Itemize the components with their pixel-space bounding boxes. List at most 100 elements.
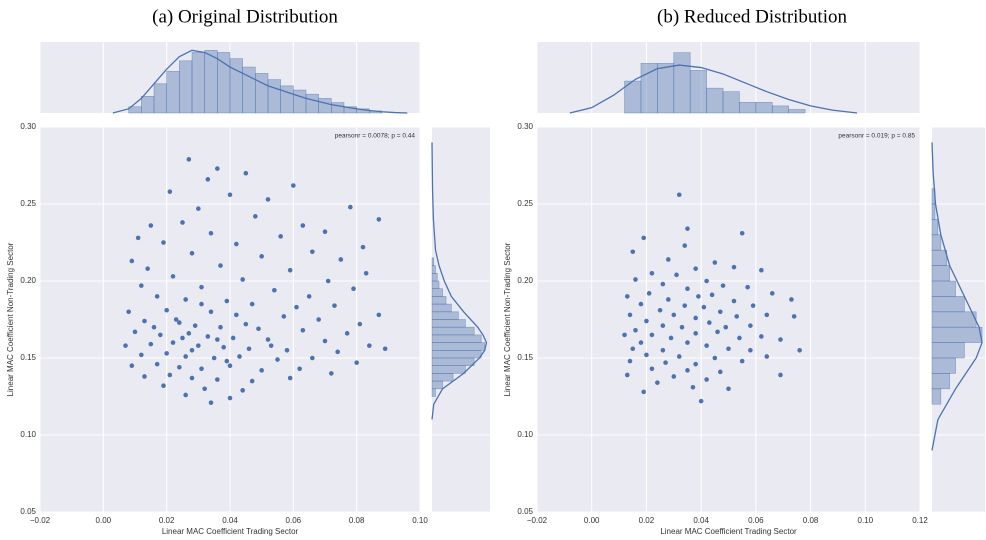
scatter-point xyxy=(189,375,195,381)
scatter-point xyxy=(306,294,312,299)
scatter-point xyxy=(183,354,188,359)
scatter-point xyxy=(739,358,745,364)
scatter-point xyxy=(338,257,344,262)
scatter-point xyxy=(224,298,230,304)
scatter-point xyxy=(690,384,696,390)
scatter-point xyxy=(142,318,147,324)
scatter-point xyxy=(310,355,315,361)
x-tick-label: 0.08 xyxy=(803,516,819,525)
y-tick-label: 0.30 xyxy=(20,122,36,131)
scatter-point xyxy=(164,307,169,313)
scatter-point xyxy=(644,318,649,324)
scatter-point xyxy=(189,348,195,353)
scatter-point xyxy=(322,229,328,235)
scatter-point xyxy=(649,332,655,338)
scatter-point xyxy=(281,314,287,319)
scatter-point xyxy=(287,375,293,381)
scatter-point xyxy=(638,340,644,345)
scatter-point xyxy=(712,355,718,361)
scatter-point xyxy=(300,327,306,333)
scatter-point xyxy=(186,157,192,162)
scatter-point xyxy=(300,223,306,228)
scatter-point xyxy=(135,235,141,241)
scatter-point xyxy=(717,369,723,375)
histogram-bar xyxy=(431,349,482,359)
scatter-point xyxy=(748,348,753,353)
histogram-bar xyxy=(771,105,789,114)
scatter-point xyxy=(183,392,188,398)
histogram-bar xyxy=(431,257,435,266)
histogram-bar xyxy=(931,311,977,328)
scatter-point xyxy=(139,352,144,358)
scatter-point xyxy=(344,331,350,336)
histogram-bar xyxy=(318,98,332,114)
scatter-point xyxy=(376,217,382,222)
histogram-bar xyxy=(640,62,658,114)
scatter-point xyxy=(139,283,144,288)
scatter-point xyxy=(167,372,173,378)
histogram-bar xyxy=(431,265,436,274)
histogram-bar xyxy=(931,342,965,359)
y-tick-label: 0.15 xyxy=(517,353,533,362)
y-tick-label: 0.30 xyxy=(517,122,533,131)
scatter-point xyxy=(351,286,356,292)
scatter-point xyxy=(633,277,638,282)
x-tick-label: 0.00 xyxy=(96,516,112,525)
histogram-bar xyxy=(931,234,942,251)
histogram-bar xyxy=(191,52,205,114)
scatter-point xyxy=(265,337,271,342)
scatter-point xyxy=(638,301,644,307)
histogram-bar xyxy=(673,52,691,114)
scatter-point xyxy=(256,326,261,332)
scatter-point xyxy=(668,335,674,341)
histogram-bar xyxy=(931,296,965,313)
scatter-point xyxy=(693,331,698,336)
histogram-bar xyxy=(431,326,475,336)
scatter-point xyxy=(660,323,666,328)
scatter-point xyxy=(693,315,698,321)
scatter-point xyxy=(723,324,729,330)
scatter-point xyxy=(707,320,712,325)
scatter-point xyxy=(627,312,633,318)
scatter-point xyxy=(177,364,182,370)
scatter-point xyxy=(145,266,150,271)
y-tick-label: 0.10 xyxy=(20,430,36,439)
scatter-point xyxy=(240,388,245,393)
scatter-point xyxy=(663,360,668,365)
y-tick-label: 0.10 xyxy=(517,430,533,439)
scatter-point xyxy=(382,346,388,352)
scatter-point xyxy=(246,346,252,352)
x-tick-label: 0.04 xyxy=(222,516,238,525)
scatter-point xyxy=(739,230,745,236)
scatter-point xyxy=(180,335,185,341)
scatter-point xyxy=(215,377,220,382)
scatter-point xyxy=(641,235,646,241)
scatter-point xyxy=(759,267,764,273)
scatter-point xyxy=(234,312,239,318)
scatter-point xyxy=(310,249,315,255)
histogram-bar xyxy=(788,109,806,114)
x-tick-label: 0.04 xyxy=(693,516,709,525)
scatter-point xyxy=(685,368,690,373)
histogram-bar xyxy=(166,70,180,114)
kde-curve xyxy=(112,49,408,114)
scatter-point xyxy=(376,312,382,318)
scatter-point xyxy=(189,250,195,256)
y-tick-label: 0.05 xyxy=(20,507,36,516)
scatter-point xyxy=(354,360,359,365)
scatter-point xyxy=(649,271,655,276)
histogram-bar xyxy=(931,265,950,282)
scatter-point xyxy=(745,284,750,290)
scatter-point xyxy=(158,332,163,338)
histogram-bar xyxy=(431,272,438,282)
top-marginal-background xyxy=(537,42,920,113)
histogram-bar xyxy=(280,85,294,114)
scatter-point xyxy=(294,304,299,310)
scatter-point xyxy=(161,240,166,245)
scatter-point xyxy=(316,317,321,322)
scatter-point xyxy=(173,317,179,322)
scatter-point xyxy=(148,223,154,228)
histogram-bar xyxy=(931,280,956,297)
scatter-point xyxy=(215,337,220,342)
